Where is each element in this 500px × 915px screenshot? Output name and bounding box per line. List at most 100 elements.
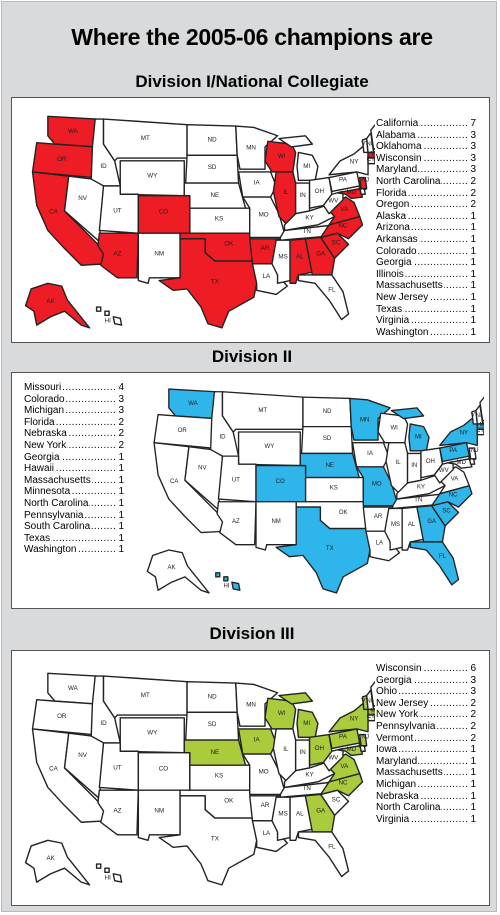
state-label-nh: NH <box>476 413 484 419</box>
champion-count-row: Georgia 3 <box>376 674 476 687</box>
division-2-list: Missouri4Colorado3Michigan3Florida2Nebra… <box>24 382 124 556</box>
state-name: Pennsylvania <box>376 720 437 732</box>
state-name: Ohio <box>376 686 399 698</box>
state-label-ar: AR <box>261 802 270 809</box>
state-label-wa: WA <box>68 128 79 135</box>
division-2-panel: WA OR CA ID NV MT WY UT AZ CO NM ND SD NE KS OK TX MN IA MO… <box>11 372 490 609</box>
state-label-ut: UT <box>113 207 122 214</box>
state-name: Washington <box>376 326 430 338</box>
state-label-ok: OK <box>224 241 234 248</box>
state-label-ct: CT <box>367 156 375 163</box>
state-label-nv: NV <box>78 752 88 759</box>
state-label-al: AL <box>296 253 304 260</box>
state-label-or: OR <box>178 428 188 434</box>
state-label-ok: OK <box>339 510 348 516</box>
state-name: Oklahoma <box>376 141 423 153</box>
state-label-ms: MS <box>391 522 400 528</box>
state-label-az: AZ <box>113 251 121 258</box>
main-title: Where the 2005-06 champions are <box>71 24 433 50</box>
champion-count-row: Georgia 1 <box>376 257 476 269</box>
champion-count-row: Massachusetts 1 <box>24 474 124 487</box>
champion-count: 2 <box>469 709 476 721</box>
champion-count-row: Oklahoma 3 <box>376 141 476 153</box>
champion-count-row: Pennsylvania 1 <box>24 509 124 522</box>
state-label-la: LA <box>263 830 271 837</box>
state-label-oh: OH <box>315 188 324 195</box>
champion-count-row: Ohio 3 <box>376 686 476 698</box>
champion-count-row: Arizona 1 <box>376 222 476 234</box>
state-label-sd: SD <box>323 436 332 442</box>
state-nj <box>468 447 477 460</box>
state-label-ks: KS <box>215 773 223 780</box>
state-label-nm: NM <box>271 519 280 525</box>
state-md <box>336 187 364 200</box>
state-label-nj: NJ <box>361 734 369 741</box>
champion-count: 2 <box>469 199 476 211</box>
champion-count: 1 <box>469 291 476 304</box>
state-label-ny: NY <box>350 159 360 166</box>
champion-count: 1 <box>117 474 124 487</box>
state-ny <box>328 146 369 176</box>
state-name: Illinois <box>376 268 405 280</box>
state-label-ny: NY <box>350 716 360 723</box>
state-ct <box>367 157 375 165</box>
state-label-or: OR <box>57 156 67 163</box>
state-label-co: CO <box>159 209 169 216</box>
state-ny <box>328 703 369 733</box>
champion-count-row: North Carolina 2 <box>376 175 476 188</box>
state-label-ar: AR <box>261 245 270 252</box>
state-md <box>336 744 364 757</box>
state-label-ok: OK <box>224 798 234 805</box>
state-name: Virginia <box>376 315 411 327</box>
champion-count: 1 <box>469 315 476 327</box>
champion-count-row: New York 2 <box>24 439 124 452</box>
state-label-ks: KS <box>330 486 338 492</box>
division-3-map: WA OR CA ID NV MT WY UT AZ CO NM ND SD NE KS OK TX MN IA MO… <box>24 672 375 886</box>
state-label-md: MD <box>346 189 356 196</box>
champion-count-row: Georgia 1 <box>24 451 124 464</box>
state-label-la: LA <box>376 541 383 547</box>
state-label-nm: NM <box>154 251 164 258</box>
state-name: Georgia <box>376 674 413 686</box>
state-label-mo: MO <box>259 212 269 219</box>
champion-count: 3 <box>469 686 476 698</box>
champion-count: 1 <box>469 210 476 223</box>
state-label-co: CO <box>159 766 169 773</box>
state-label-ms: MS <box>278 253 287 260</box>
state-name: Minnesota <box>24 486 72 498</box>
state-label-tn: TN <box>303 228 311 235</box>
champion-count-row: New York 2 <box>376 709 476 721</box>
state-name: Florida <box>24 416 56 428</box>
state-label-sd: SD <box>208 164 217 171</box>
state-label-in: IN <box>299 192 305 199</box>
champion-count-row: New Jersey 2 <box>376 697 476 710</box>
state-label-ks: KS <box>215 216 223 223</box>
state-label-ma: MA <box>370 707 375 714</box>
state-name: Wisconsin <box>376 663 423 674</box>
state-name: South Carolina <box>24 521 92 533</box>
champion-count: 1 <box>469 790 476 803</box>
champion-count-row: Illinois 1 <box>376 268 476 281</box>
division-2-title: Division II <box>211 347 293 366</box>
state-label-nc: NC <box>338 223 348 230</box>
state-label-wy: WY <box>147 173 158 180</box>
champion-count-row: Michigan 1 <box>376 778 476 791</box>
state-label-sd: SD <box>208 721 217 728</box>
state-name: Hawaii <box>24 463 56 475</box>
state-label-co: CO <box>276 479 285 485</box>
state-label-az: AZ <box>232 519 240 525</box>
state-name: Iowa <box>376 744 399 756</box>
state-name: Nebraska <box>24 428 68 440</box>
state-label-il: IL <box>396 460 402 466</box>
state-name: Colorado <box>24 393 66 405</box>
champion-count: 1 <box>469 268 476 281</box>
champion-count-row: Colorado 1 <box>376 245 476 258</box>
champion-count-row: Massachusetts 1 <box>376 280 476 292</box>
state-name: Maryland <box>376 164 419 176</box>
state-name: Arkansas <box>376 233 419 245</box>
state-label-ak: AK <box>46 855 55 862</box>
champion-count-row: South Carolina 1 <box>24 521 124 533</box>
state-ut <box>217 455 257 503</box>
champion-count: 1 <box>117 509 124 522</box>
state-label-fl: FL <box>328 287 336 294</box>
